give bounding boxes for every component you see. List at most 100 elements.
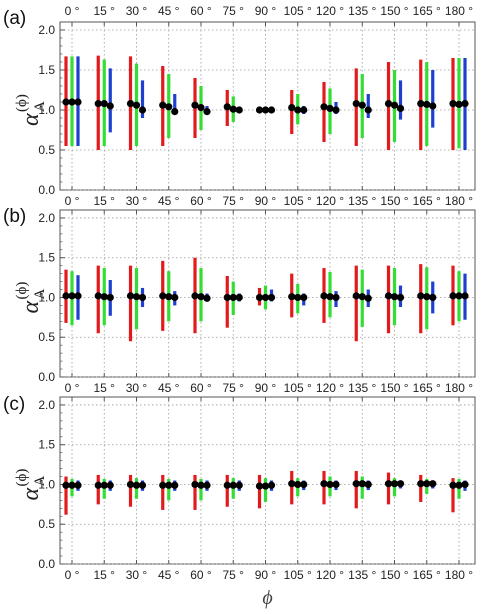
y-tick-label: 1.5 — [38, 251, 55, 265]
data-point — [229, 481, 237, 489]
data-point — [255, 482, 264, 490]
x-tick-label: 180 ° — [445, 194, 473, 208]
data-point — [294, 106, 302, 114]
y-axis-title-symbol: α — [18, 488, 44, 501]
x-tick-label: 15 ° — [94, 194, 116, 208]
data-point — [332, 106, 340, 114]
data-point — [229, 293, 237, 302]
plot-frame — [59, 21, 476, 191]
data-point — [320, 480, 328, 488]
x-tick-label: 105 ° — [284, 381, 312, 395]
data-point — [352, 100, 360, 108]
data-point — [126, 480, 135, 489]
plot-frame — [59, 396, 476, 565]
data-point — [423, 100, 431, 108]
data-point — [326, 480, 334, 489]
x-tick-label: 165 ° — [413, 381, 441, 395]
x-tick-label: 150 ° — [380, 381, 408, 395]
data-point — [358, 480, 366, 488]
data-point — [126, 100, 135, 108]
data-point — [384, 480, 393, 488]
x-tick-label: 30 ° — [126, 194, 148, 208]
data-point — [300, 293, 308, 302]
data-point — [358, 101, 366, 109]
data-point — [455, 481, 463, 489]
panel-a: 0.0 0.5 1.0 1.5 2.0 0 ° 0 ° 15 ° 15 ° 30 ° 30 ° 45 … — [3, 4, 476, 208]
data-point — [396, 104, 405, 112]
data-point — [261, 293, 270, 302]
data-point — [461, 292, 469, 300]
panel-b: 0.0 0.5 1.0 1.5 2.0 0 ° 15 ° 30 ° 45 ° 60 ° 75 ° 90… — [3, 206, 476, 395]
data-point — [384, 292, 393, 300]
x-tick-label-top: 30 ° — [126, 4, 148, 18]
x-tick-label: 180 ° — [445, 381, 473, 395]
x-tick-label: 30 ° — [126, 381, 148, 395]
x-tick-label: 90 ° — [255, 381, 277, 395]
data-point — [326, 104, 334, 112]
x-tick-label: 105 ° — [284, 194, 312, 208]
data-point — [455, 100, 463, 108]
data-point — [94, 100, 102, 108]
x-tick-label: 135 ° — [348, 568, 376, 582]
series-0 — [64, 470, 455, 515]
data-point — [390, 293, 399, 301]
y-tick-label: 0.0 — [38, 557, 55, 571]
data-point — [332, 293, 340, 302]
panel-label: (b) — [3, 206, 26, 227]
x-tick-label: 15 ° — [94, 381, 116, 395]
x-tick-label: 135 ° — [348, 194, 376, 208]
data-point — [106, 481, 114, 489]
data-point — [62, 98, 70, 106]
y-axis-title: αA(ϕ) — [14, 469, 48, 501]
data-point — [223, 103, 231, 111]
data-point — [288, 293, 296, 301]
data-point — [364, 106, 372, 114]
data-point — [203, 481, 211, 489]
data-point — [132, 481, 141, 489]
x-tick-label: 75 ° — [223, 194, 245, 208]
data-point — [267, 106, 276, 114]
y-tick-label: 2.0 — [38, 211, 55, 225]
data-point — [203, 294, 211, 302]
data-point — [229, 105, 237, 113]
data-point — [235, 106, 243, 114]
x-axis-title: ϕ — [262, 587, 272, 609]
data-point — [364, 294, 372, 302]
data-point — [165, 481, 173, 489]
x-tick-label-top: 15 ° — [94, 4, 116, 18]
data-point — [62, 481, 70, 489]
data-point — [197, 481, 205, 489]
y-tick-label: 0.0 — [38, 183, 55, 197]
data-point — [171, 293, 179, 302]
data-point — [267, 293, 276, 302]
data-point — [68, 292, 76, 300]
data-point — [449, 292, 457, 300]
data-point — [197, 104, 205, 112]
data-point — [364, 480, 372, 489]
x-tick-label: 165 ° — [413, 194, 441, 208]
x-tick-label: 90 ° — [255, 194, 277, 208]
data-point — [171, 108, 179, 116]
x-tick-label: 120 ° — [316, 194, 344, 208]
data-point — [320, 292, 328, 300]
x-tick-label: 165 ° — [413, 568, 441, 582]
x-tick-label: 45 ° — [158, 381, 180, 395]
x-tick-label: 135 ° — [348, 381, 376, 395]
data-point — [449, 100, 457, 108]
data-point — [159, 292, 167, 300]
y-axis-title-symbol: α — [18, 301, 44, 314]
x-tick-label-top: 60 ° — [190, 4, 212, 18]
y-tick-label: 1.0 — [38, 477, 55, 491]
x-tick-label: 120 ° — [316, 381, 344, 395]
x-tick-label-top: 90 ° — [255, 4, 277, 18]
x-tick-label: 60 ° — [190, 381, 212, 395]
x-tick-label-top: 45 ° — [158, 4, 180, 18]
data-point — [396, 293, 405, 302]
data-point — [106, 102, 114, 110]
x-tick-label-top: 120 ° — [316, 4, 344, 18]
x-tick-label-top: 180 ° — [445, 4, 473, 18]
data-point — [429, 480, 437, 488]
data-point — [171, 481, 179, 489]
x-tick-label-top: 135 ° — [348, 4, 376, 18]
x-tick-label: 0 ° — [65, 568, 80, 582]
